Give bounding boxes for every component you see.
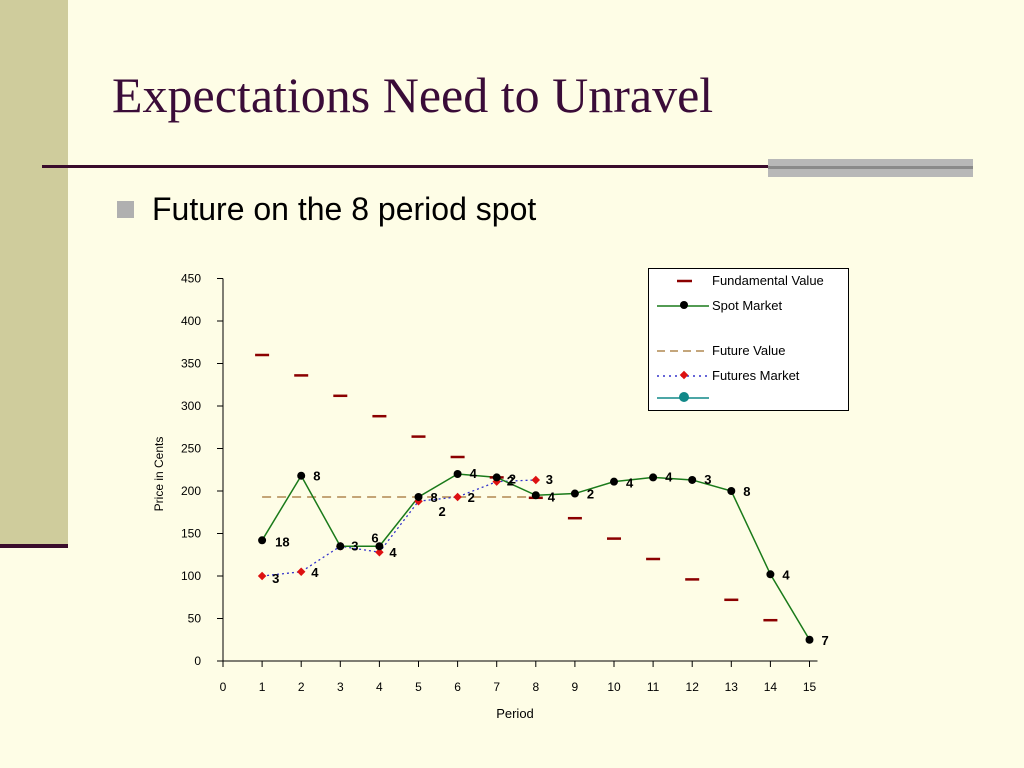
legend-item-futures-market: Futures Market xyxy=(649,365,848,387)
futures-market-data-label: 4 xyxy=(311,565,319,580)
x-tick-label: 15 xyxy=(803,680,817,694)
spot-market-point xyxy=(414,492,423,501)
spot-market-data-label: 4 xyxy=(470,466,478,481)
legend-item-fundamental: Fundamental Value xyxy=(649,270,848,292)
futures-market-point xyxy=(296,567,306,576)
y-tick-label: 300 xyxy=(181,399,201,413)
spot-market-point xyxy=(492,473,501,482)
spot-market-point xyxy=(258,536,267,545)
x-tick-label: 1 xyxy=(259,680,266,694)
futures-market-line xyxy=(262,479,536,577)
x-tick-label: 2 xyxy=(298,680,305,694)
spot-market-point xyxy=(336,542,345,551)
spot-market-data-label: 3 xyxy=(704,472,711,487)
spot-market-data-label: 4 xyxy=(782,567,790,582)
y-tick-label: 0 xyxy=(194,654,201,668)
spot-market-data-label: 2 xyxy=(509,471,516,486)
futures-market-data-label: 3 xyxy=(272,571,279,586)
spot-market-data-label: 8 xyxy=(743,484,750,499)
spot-market-data-label: 4 xyxy=(626,476,634,491)
sidebar-accent-line xyxy=(0,544,68,548)
y-tick-label: 150 xyxy=(181,527,201,541)
x-axis-label: Period xyxy=(496,706,534,721)
x-tick-label: 10 xyxy=(607,680,621,694)
spot-market-data-label: 8 xyxy=(313,469,320,484)
spot-market-point xyxy=(570,489,579,498)
y-tick-label: 250 xyxy=(181,442,201,456)
x-tick-label: 12 xyxy=(686,680,700,694)
spot-market-data-label: 8 xyxy=(431,490,438,505)
futures-market-point xyxy=(375,547,384,557)
spot-market-data-label: 6 xyxy=(371,530,378,545)
spot-market-data-label: 4 xyxy=(548,489,556,504)
teal-series-legend-icon xyxy=(657,392,709,402)
y-tick-label: 50 xyxy=(188,612,202,626)
spot-market-data-label: 2 xyxy=(587,487,594,502)
legend-label-futures-market: Futures Market xyxy=(712,368,800,383)
spot-market-data-label: 4 xyxy=(665,469,673,484)
x-tick-label: 11 xyxy=(647,680,660,694)
spot-market-point xyxy=(297,471,306,480)
spot-market-data-label: 18 xyxy=(275,534,289,549)
x-tick-label: 6 xyxy=(454,680,461,694)
x-tick-label: 9 xyxy=(572,680,579,694)
futures-market-point xyxy=(453,492,462,502)
futures-market-point xyxy=(531,475,541,485)
y-tick-label: 450 xyxy=(181,272,201,286)
y-axis-label: Price in Cents xyxy=(152,437,166,512)
future-value-legend-icon xyxy=(657,350,709,352)
x-tick-label: 5 xyxy=(415,680,422,694)
legend-item-future-value: Future Value xyxy=(649,340,848,362)
futures-market-point xyxy=(257,571,267,581)
x-tick-label: 13 xyxy=(725,680,739,694)
bullet-text: Future on the 8 period spot xyxy=(152,191,537,227)
spot-market-point xyxy=(727,487,736,495)
y-tick-label: 400 xyxy=(181,314,201,328)
spot-market-point xyxy=(531,491,540,500)
futures-market-data-label: 2 xyxy=(468,490,475,505)
chart-legend: Fundamental Value Spot Market Future Val… xyxy=(648,268,849,411)
x-tick-label: 3 xyxy=(337,680,344,694)
chart-series xyxy=(255,353,814,644)
legend-item-teal xyxy=(649,387,848,409)
spot-market-point xyxy=(610,477,618,486)
spot-market-legend-icon xyxy=(657,301,709,309)
title-rule-accent-line xyxy=(768,166,973,169)
futures-market-data-label: 3 xyxy=(546,472,553,487)
y-tick-label: 350 xyxy=(181,357,201,371)
legend-label-spot: Spot Market xyxy=(712,298,783,313)
spot-market-point xyxy=(375,542,384,551)
spot-market-point xyxy=(453,470,462,478)
x-tick-label: 14 xyxy=(764,680,778,694)
futures-market-data-label: 4 xyxy=(389,545,397,560)
title-rule xyxy=(42,165,770,168)
y-tick-label: 100 xyxy=(181,569,201,583)
bullet-square-icon xyxy=(117,201,134,218)
spot-market-point xyxy=(805,635,814,644)
x-tick-label: 4 xyxy=(376,680,383,694)
slide-sidebar xyxy=(0,0,68,548)
spot-market-point xyxy=(649,473,658,482)
futures-market-data-label: 2 xyxy=(507,474,514,489)
legend-label-future-value: Future Value xyxy=(712,343,786,358)
y-tick-label: 200 xyxy=(181,484,201,498)
spot-market-point xyxy=(766,570,775,579)
futures-market-data-label: 2 xyxy=(439,504,446,519)
legend-label-fundamental: Fundamental Value xyxy=(712,273,824,288)
spot-market-data-label: 3 xyxy=(351,538,358,553)
spot-market-data-label: 7 xyxy=(822,633,829,648)
x-tick-label: 7 xyxy=(493,680,500,694)
futures-market-legend-icon xyxy=(657,370,709,380)
fundamental-value-legend-icon xyxy=(677,279,692,283)
spot-market-point xyxy=(688,475,697,484)
legend-item-spot: Spot Market xyxy=(649,295,848,317)
slide-title: Expectations Need to Unravel xyxy=(112,67,714,123)
x-tick-label: 0 xyxy=(220,680,227,694)
x-tick-label: 8 xyxy=(532,680,539,694)
